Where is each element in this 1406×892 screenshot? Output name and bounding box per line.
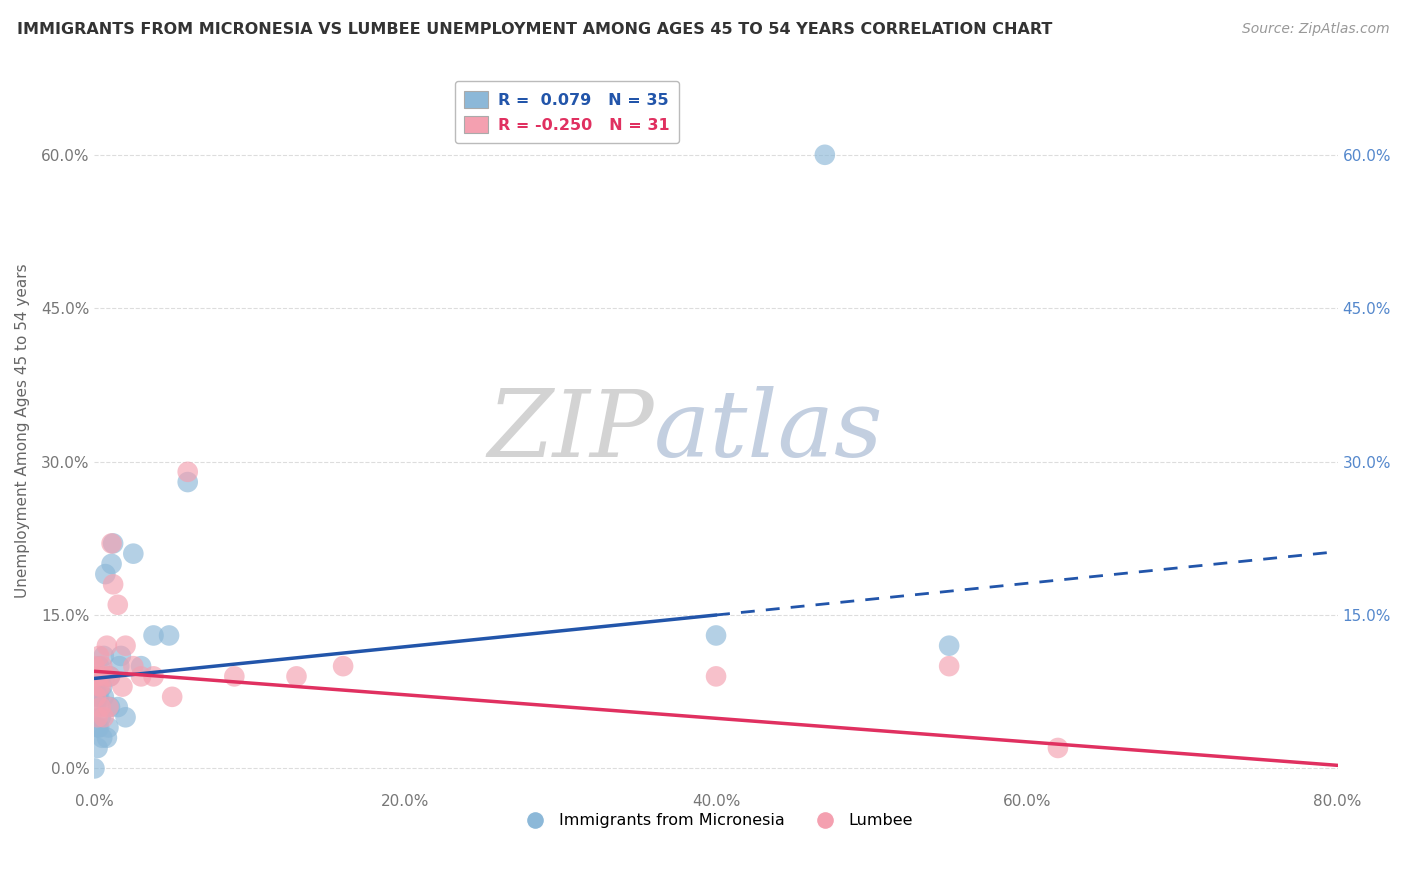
Text: Source: ZipAtlas.com: Source: ZipAtlas.com (1241, 22, 1389, 37)
Point (704, 628, 727, 642)
Point (96, 639, 118, 653)
Point (107, 598, 129, 612)
Point (91, 731, 114, 745)
Point (107, 700, 129, 714)
Point (84, 669, 107, 683)
Point (89, 690, 111, 704)
Text: ZIP: ZIP (488, 386, 654, 476)
Point (129, 659, 152, 673)
Point (89, 648, 111, 663)
Point (86, 710, 108, 724)
Point (100, 557, 122, 571)
Point (101, 536, 124, 550)
Text: atlas: atlas (654, 386, 883, 476)
Point (285, 669, 308, 683)
Point (86, 669, 108, 683)
Point (177, 465, 200, 479)
Point (91, 680, 114, 694)
Point (114, 639, 136, 653)
Point (93, 648, 115, 663)
Point (89, 680, 111, 694)
Point (110, 648, 132, 663)
Point (108, 659, 131, 673)
Point (122, 659, 145, 673)
Point (96, 731, 118, 745)
Point (98, 669, 121, 683)
Point (89, 721, 111, 735)
Point (84, 721, 107, 735)
Point (86, 690, 108, 704)
Point (97, 721, 120, 735)
Point (177, 475, 200, 489)
Point (84, 700, 107, 714)
Point (84, 690, 107, 704)
Point (97, 700, 120, 714)
Point (90, 680, 112, 694)
Point (90, 710, 112, 724)
Point (98, 700, 121, 714)
Point (90, 669, 112, 683)
Point (224, 669, 246, 683)
Point (84, 680, 107, 694)
Point (142, 669, 165, 683)
Legend: Immigrants from Micronesia, Lumbee: Immigrants from Micronesia, Lumbee (513, 806, 920, 835)
Point (114, 710, 136, 724)
Point (332, 659, 354, 673)
Y-axis label: Unemployment Among Ages 45 to 54 years: Unemployment Among Ages 45 to 54 years (15, 264, 30, 599)
Point (938, 659, 960, 673)
Point (157, 628, 180, 642)
Point (814, 148, 837, 162)
Point (94, 567, 117, 582)
Point (111, 680, 134, 694)
Point (160, 690, 183, 704)
Point (704, 669, 727, 683)
Point (93, 690, 115, 704)
Point (100, 536, 122, 550)
Point (93, 710, 115, 724)
Text: IMMIGRANTS FROM MICRONESIA VS LUMBEE UNEMPLOYMENT AMONG AGES 45 TO 54 YEARS CORR: IMMIGRANTS FROM MICRONESIA VS LUMBEE UNE… (17, 22, 1052, 37)
Point (94, 669, 117, 683)
Point (83, 761, 105, 775)
Point (1046, 741, 1069, 756)
Point (122, 547, 145, 561)
Point (90, 700, 112, 714)
Point (89, 659, 111, 673)
Point (98, 669, 121, 683)
Point (142, 628, 165, 642)
Point (86, 741, 108, 756)
Point (83, 659, 105, 673)
Point (101, 577, 124, 591)
Point (86, 721, 108, 735)
Point (938, 639, 960, 653)
Point (129, 669, 152, 683)
Point (91, 659, 114, 673)
